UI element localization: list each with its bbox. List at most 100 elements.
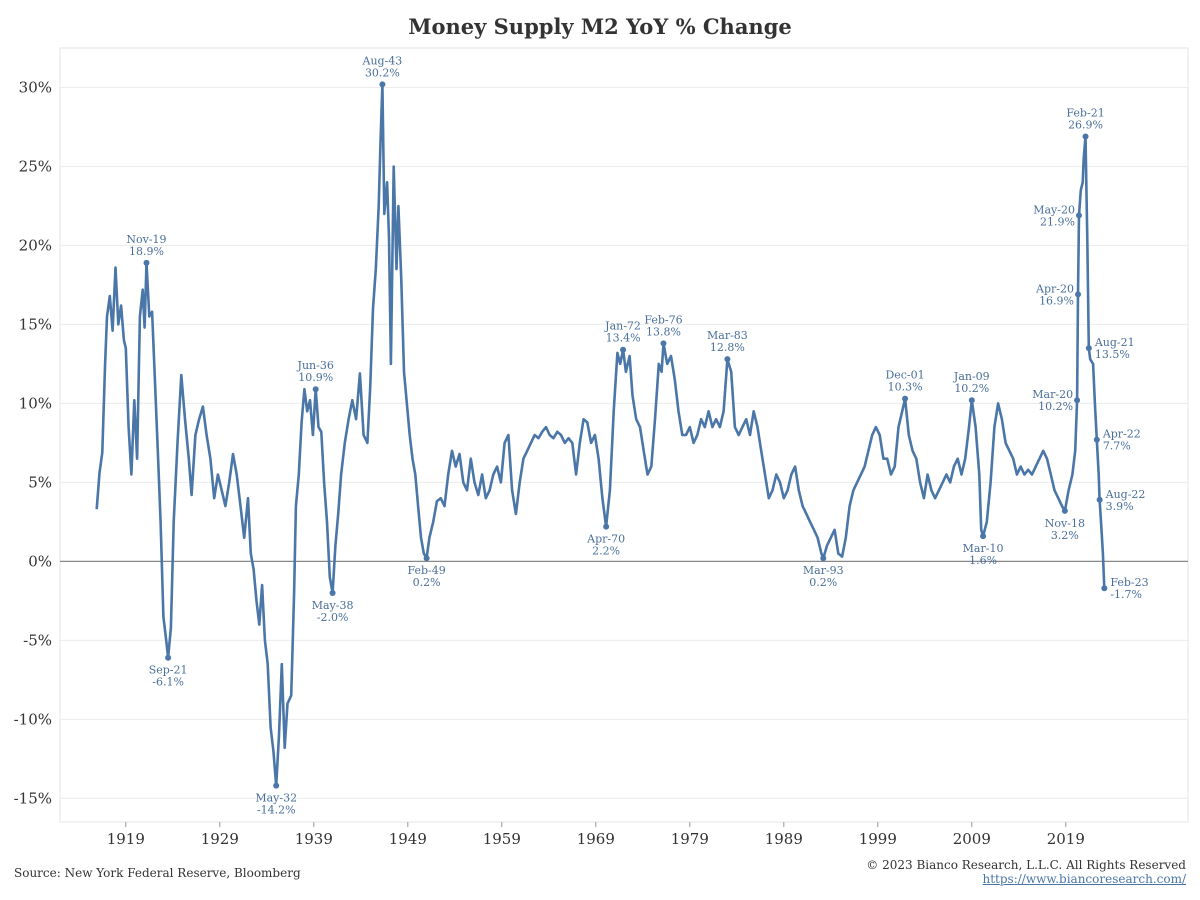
annotation-value-label: 10.2%	[954, 382, 989, 395]
y-tick-label: 10%	[19, 394, 52, 412]
annotation-date-label: Feb-21	[1066, 106, 1104, 119]
annotation-point	[1093, 436, 1100, 443]
x-tick-label: 1919	[107, 830, 145, 848]
y-tick-label: -15%	[14, 789, 52, 807]
annotation-value-label: 13.4%	[606, 332, 641, 345]
annotation-date-label: Feb-49	[407, 564, 445, 577]
annotation-point	[1082, 133, 1089, 140]
y-tick-label: 20%	[19, 236, 52, 254]
annotation-date-label: Nov-18	[1045, 517, 1085, 530]
y-tick-label: -10%	[14, 710, 52, 728]
annotation-point	[1074, 397, 1081, 404]
annotation-date-label: Mar-20	[1032, 388, 1073, 401]
annotation-point	[968, 397, 975, 404]
annotation-date-label: Aug-21	[1094, 336, 1135, 349]
y-tick-label: 15%	[19, 315, 52, 333]
annotation-date-label: Sep-21	[149, 664, 188, 677]
annotation-value-label: -14.2%	[257, 804, 296, 817]
annotation-value-label: 21.9%	[1040, 215, 1075, 228]
annotation-date-label: Dec-01	[885, 369, 924, 382]
annotation-value-label: 10.2%	[1038, 400, 1073, 413]
x-tick-label: 1979	[671, 830, 709, 848]
x-tick-label: 1929	[201, 830, 239, 848]
annotation-value-label: 0.2%	[809, 576, 837, 589]
annotation-value-label: 0.2%	[413, 576, 441, 589]
annotation-date-label: May-20	[1033, 203, 1075, 216]
x-tick-label: 2019	[1047, 830, 1085, 848]
annotation-value-label: 2.2%	[592, 545, 620, 558]
series-line	[95, 83, 1106, 787]
annotation-point	[980, 533, 987, 540]
annotation-point	[620, 346, 627, 353]
x-tick-label: 1989	[765, 830, 803, 848]
annotation-point	[902, 395, 909, 402]
annotation-value-label: 16.9%	[1039, 294, 1074, 307]
annotation-point	[1101, 585, 1108, 592]
annotation-point	[1075, 291, 1082, 298]
annotation-date-label: Apr-70	[586, 533, 625, 546]
annotation-point	[603, 523, 610, 530]
annotation-value-label: 13.5%	[1095, 348, 1130, 361]
annotation-value-label: 13.8%	[646, 325, 681, 338]
annotation-date-label: Nov-19	[126, 233, 166, 246]
y-tick-label: 0%	[28, 552, 52, 570]
annotation-point	[423, 555, 430, 562]
website-link[interactable]: https://www.biancoresearch.com/	[982, 872, 1186, 886]
annotation-date-label: Mar-93	[803, 564, 844, 577]
x-tick-label: 2009	[953, 830, 991, 848]
y-tick-label: 5%	[28, 473, 52, 491]
source-note: Source: New York Federal Reserve, Bloomb…	[14, 866, 301, 880]
axes: -15% -10% -5% 0% 5% 10% 15% 20% 25% 30% 1919 1929 19…	[14, 78, 1085, 848]
annotation-point	[724, 356, 731, 363]
grid-lines	[59, 47, 1189, 823]
annotation-point	[379, 81, 386, 88]
annotation-value-label: -1.7%	[1110, 588, 1142, 601]
annotation-date-label: Jan-09	[953, 370, 990, 383]
y-tick-label: -5%	[23, 631, 52, 649]
y-tick-label: 25%	[19, 157, 52, 175]
annotation-point	[273, 782, 280, 789]
annotation-date-label: Apr-20	[1035, 282, 1074, 295]
annotation-point	[312, 386, 319, 393]
annotation-value-label: -2.0%	[317, 611, 349, 624]
x-tick-label: 1939	[295, 830, 333, 848]
annotation-point	[329, 589, 336, 596]
annotation-point	[660, 340, 667, 347]
annotation-date-label: Jan-72	[604, 320, 641, 333]
annotation-point	[1096, 496, 1103, 503]
annotation-value-label: 18.9%	[129, 245, 164, 258]
annotation-value-label: -6.1%	[152, 676, 184, 689]
annotation-value-label: 26.9%	[1068, 118, 1103, 131]
plot-area-border	[59, 47, 1189, 823]
annotation-value-label: 12.8%	[710, 341, 745, 354]
annotation-date-label: Feb-23	[1110, 576, 1148, 589]
annotation-value-label: 1.6%	[969, 554, 997, 567]
annotation-date-label: Mar-10	[963, 542, 1004, 555]
annotation-point	[1085, 345, 1092, 352]
annotation-value-label: 3.2%	[1051, 529, 1079, 542]
annotation-date-label: Mar-83	[707, 329, 748, 342]
annotation-date-label: Jun-36	[297, 359, 334, 372]
copyright-note: © 2023 Bianco Research, L.L.C. All Right…	[866, 858, 1186, 872]
x-tick-label: 1949	[389, 830, 427, 848]
annotation-value-label: 3.9%	[1106, 500, 1134, 513]
series-layer	[95, 83, 1106, 787]
annotation-point	[165, 654, 172, 661]
annotation-value-label: 10.3%	[888, 381, 923, 394]
annotation-date-label: Feb-76	[644, 313, 682, 326]
annotation-value-label: 7.7%	[1103, 440, 1131, 453]
annotation-date-label: Aug-43	[362, 54, 403, 67]
annotation-date-label: Aug-22	[1105, 488, 1146, 501]
x-tick-label: 1999	[859, 830, 897, 848]
annotation-value-label: 30.2%	[365, 66, 400, 79]
annotation-date-label: May-38	[312, 599, 354, 612]
x-tick-label: 1969	[577, 830, 615, 848]
annotation-point	[1061, 507, 1068, 514]
annotation-point	[1075, 212, 1082, 219]
x-tick-label: 1959	[483, 830, 521, 848]
annotation-value-label: 10.9%	[298, 371, 333, 384]
annotation-date-label: Apr-22	[1102, 428, 1141, 441]
y-tick-label: 30%	[19, 78, 52, 96]
